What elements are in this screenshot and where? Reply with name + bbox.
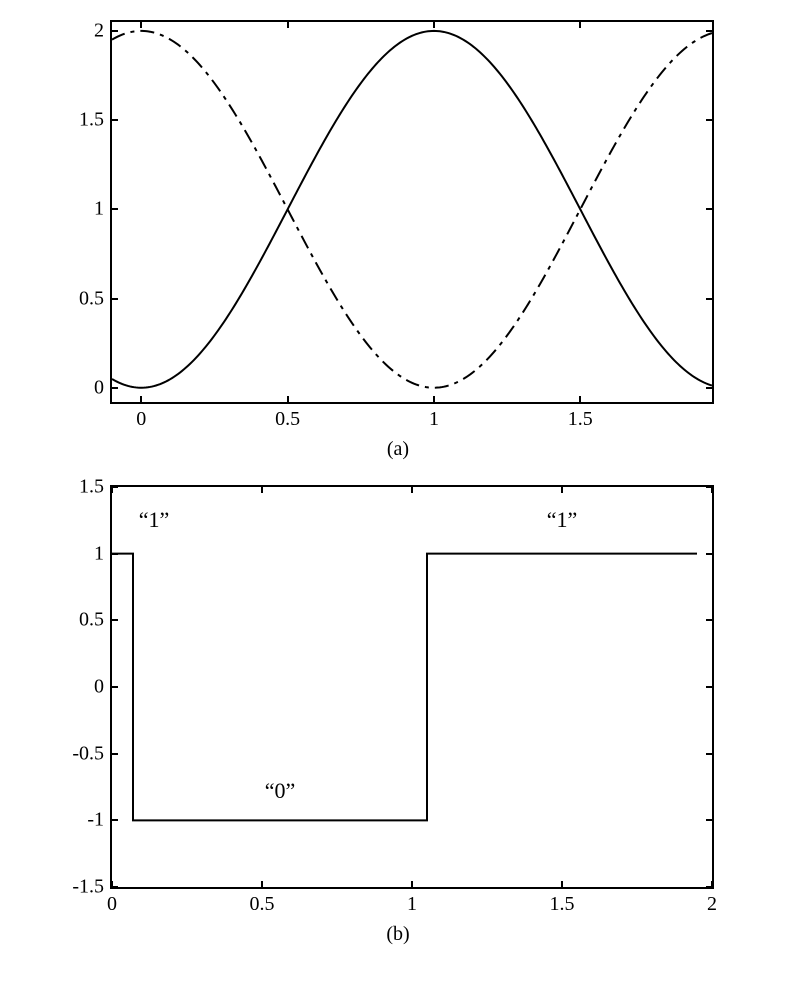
y-tick-label: 0 bbox=[94, 676, 112, 699]
plot-b: 00.511.52-1.5-1-0.500.511.5“1”“0”“1” bbox=[110, 485, 714, 889]
y-tick-label: 0.5 bbox=[79, 287, 112, 310]
x-tick-label: 1 bbox=[407, 887, 417, 916]
y-tick-label: -1 bbox=[87, 809, 112, 832]
y-tick-label: 0.5 bbox=[79, 609, 112, 632]
x-tick-label: 0 bbox=[136, 402, 146, 431]
y-tick-label: 1 bbox=[94, 542, 112, 565]
plot-svg bbox=[112, 22, 712, 402]
annotation: “1” bbox=[139, 507, 170, 533]
caption-b: (b) bbox=[20, 923, 776, 946]
panel-a: 00.511.500.511.52 (a) bbox=[20, 20, 776, 461]
annotation: “0” bbox=[265, 778, 296, 804]
y-tick-label: 1.5 bbox=[79, 109, 112, 132]
y-tick-label: 0 bbox=[94, 376, 112, 399]
x-tick-label: 0.5 bbox=[250, 887, 275, 916]
x-tick-label: 2 bbox=[707, 887, 717, 916]
x-tick-label: 0.5 bbox=[275, 402, 300, 431]
panel-b: 00.511.52-1.5-1-0.500.511.5“1”“0”“1” (b) bbox=[20, 485, 776, 946]
y-tick-label: -1.5 bbox=[72, 876, 112, 899]
y-tick-label: 2 bbox=[94, 19, 112, 42]
y-tick-label: 1 bbox=[94, 198, 112, 221]
caption-a: (a) bbox=[20, 438, 776, 461]
y-tick-label: -0.5 bbox=[72, 742, 112, 765]
x-tick-label: 1.5 bbox=[550, 887, 575, 916]
series-dashdot bbox=[112, 31, 712, 388]
figure: 00.511.500.511.52 (a) 00.511.52-1.5-1-0.… bbox=[20, 20, 776, 946]
step-series bbox=[112, 554, 697, 821]
series-solid bbox=[112, 31, 712, 388]
plot-a: 00.511.500.511.52 bbox=[110, 20, 714, 404]
x-tick-label: 1 bbox=[429, 402, 439, 431]
x-tick-label: 1.5 bbox=[568, 402, 593, 431]
y-tick-label: 1.5 bbox=[79, 476, 112, 499]
annotation: “1” bbox=[547, 507, 578, 533]
plot-svg bbox=[112, 487, 712, 887]
